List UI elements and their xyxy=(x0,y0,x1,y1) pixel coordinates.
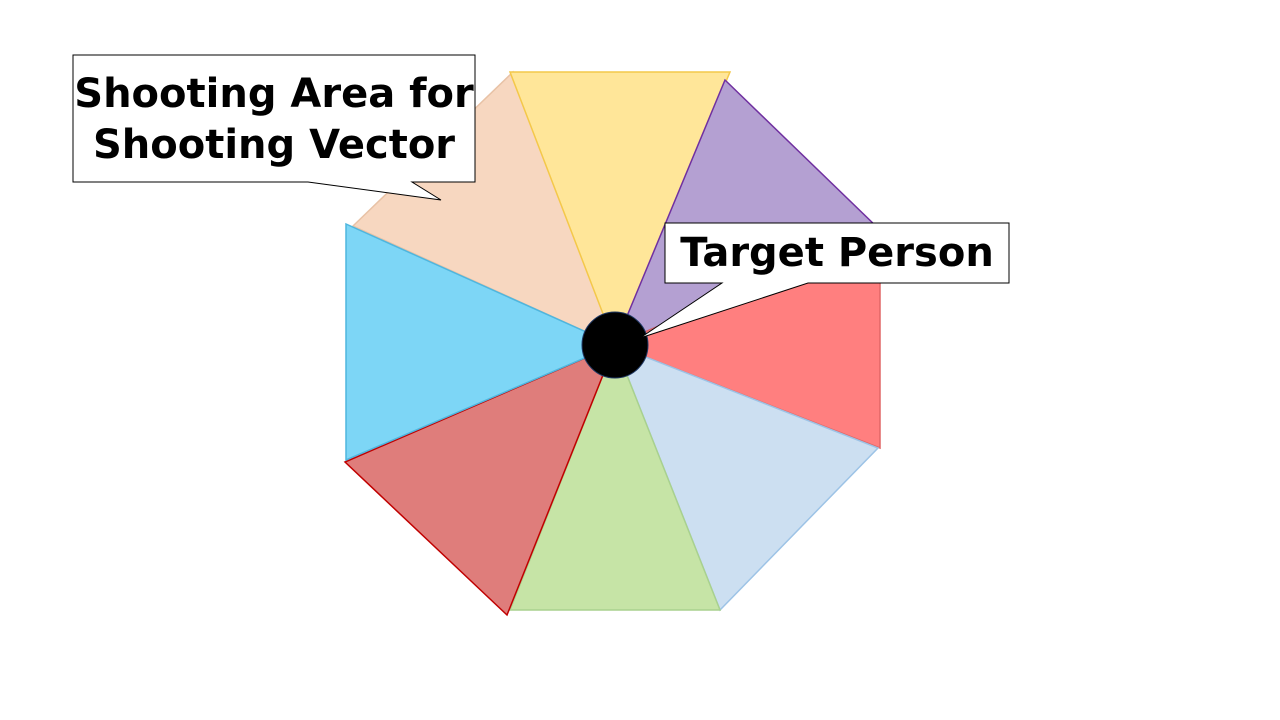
target-person-circle xyxy=(581,311,649,379)
shooting-area-callout-line1: Shooting Area for xyxy=(74,71,474,117)
shooting-area-callout: Shooting Area for Shooting Vector xyxy=(72,54,476,201)
shooting-area-callout-box xyxy=(72,54,476,201)
segment-left xyxy=(345,222,617,462)
target-person-callout-label: Target Person xyxy=(680,230,994,276)
shooting-area-octagon xyxy=(343,70,882,617)
shooting-area-callout-line2: Shooting Vector xyxy=(93,122,455,168)
target-person-callout-box xyxy=(639,222,1010,339)
target-person-callout: Target Person xyxy=(639,222,1010,339)
